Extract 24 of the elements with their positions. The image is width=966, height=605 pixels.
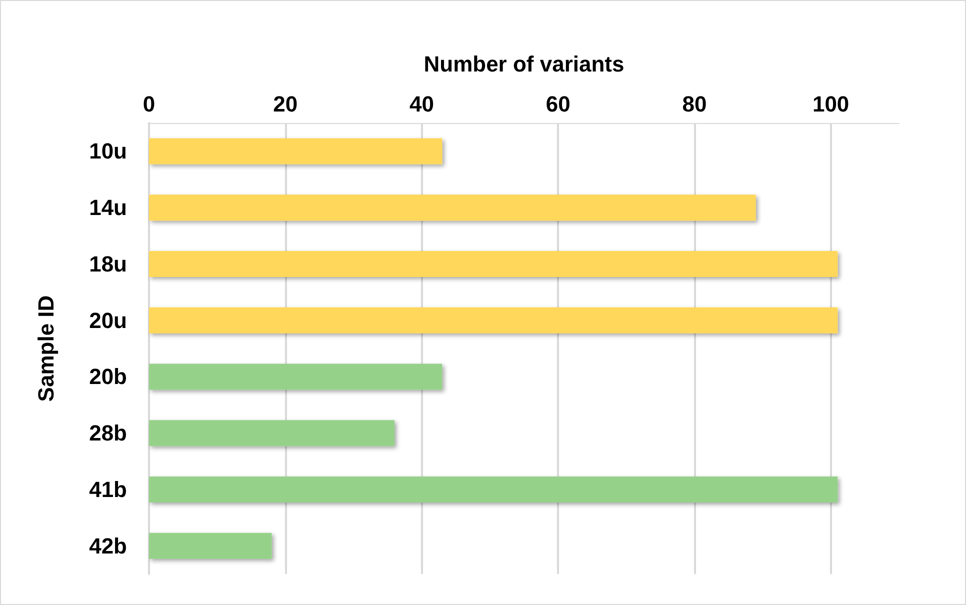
bar <box>149 420 394 446</box>
y-tick-label: 20u <box>89 308 127 333</box>
y-tick-label: 20b <box>89 364 127 390</box>
bar <box>149 364 442 390</box>
y-axis-title: Sample ID <box>34 295 58 402</box>
bar <box>149 307 838 334</box>
x-tick-label: 20 <box>273 92 298 116</box>
x-tick-label: 80 <box>682 92 707 116</box>
x-tick-label: 100 <box>812 92 850 116</box>
x-tick-label: 0 <box>142 92 156 116</box>
x-tick-label: 60 <box>546 92 570 116</box>
y-tick-label: 41b <box>89 476 127 502</box>
y-tick-label: 28b <box>89 420 127 446</box>
bar <box>149 138 442 164</box>
bar <box>149 250 838 277</box>
y-tick-label: 18u <box>89 251 127 276</box>
y-tick-label: 42b <box>89 533 127 558</box>
bar <box>149 194 756 221</box>
y-tick-label: 14u <box>89 195 127 220</box>
x-tick-label: 40 <box>409 92 434 116</box>
x-axis-title: Number of variants <box>424 52 624 76</box>
bar <box>149 532 272 559</box>
bar <box>149 476 838 502</box>
y-tick-label: 10u <box>89 138 127 164</box>
